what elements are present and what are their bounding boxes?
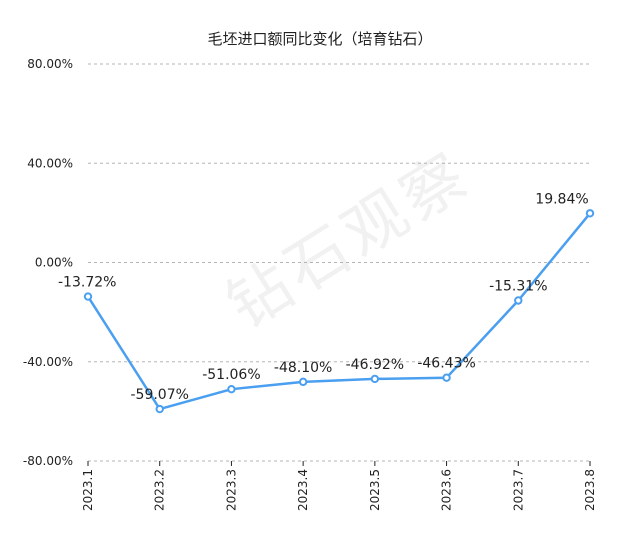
- y-tick-label: 0.00%: [35, 256, 73, 270]
- x-tick-label: 2023.5: [368, 469, 382, 511]
- data-point: [155, 404, 164, 414]
- data-point: [442, 373, 451, 382]
- data-point: [514, 296, 523, 305]
- x-tick-label: 2023.3: [224, 469, 238, 511]
- data-point: [83, 292, 93, 301]
- y-tick-label: 80.00%: [27, 57, 73, 71]
- y-tick-label: 40.00%: [27, 156, 73, 170]
- data-label: -46.43%: [417, 356, 475, 372]
- data-label: 19.84%: [535, 191, 588, 207]
- data-point: [227, 384, 236, 394]
- y-tick-label: -80.00%: [23, 454, 73, 468]
- data-label: -46.92%: [346, 357, 404, 373]
- x-tick-label: 2023.8: [583, 469, 597, 511]
- x-tick-label: 2023.1: [81, 469, 95, 511]
- data-label: -15.31%: [489, 278, 547, 294]
- chart-title: 毛坯进口额同比变化（培育钻石）: [207, 30, 433, 48]
- data-point: [370, 374, 380, 384]
- data-point: [585, 209, 595, 218]
- series-line: [86, 212, 591, 411]
- x-tick-label: 2023.6: [440, 469, 454, 511]
- data-point: [298, 377, 308, 387]
- y-tick-label: -40.00%: [23, 355, 73, 369]
- data-label: -13.72%: [58, 275, 116, 291]
- data-label: -51.06%: [202, 367, 260, 383]
- x-tick-label: 2023.2: [153, 469, 167, 511]
- data-label: -48.10%: [274, 360, 332, 376]
- data-label: -59.07%: [130, 387, 188, 403]
- x-tick-label: 2023.7: [511, 469, 525, 511]
- x-tick-label: 2023.4: [296, 469, 310, 511]
